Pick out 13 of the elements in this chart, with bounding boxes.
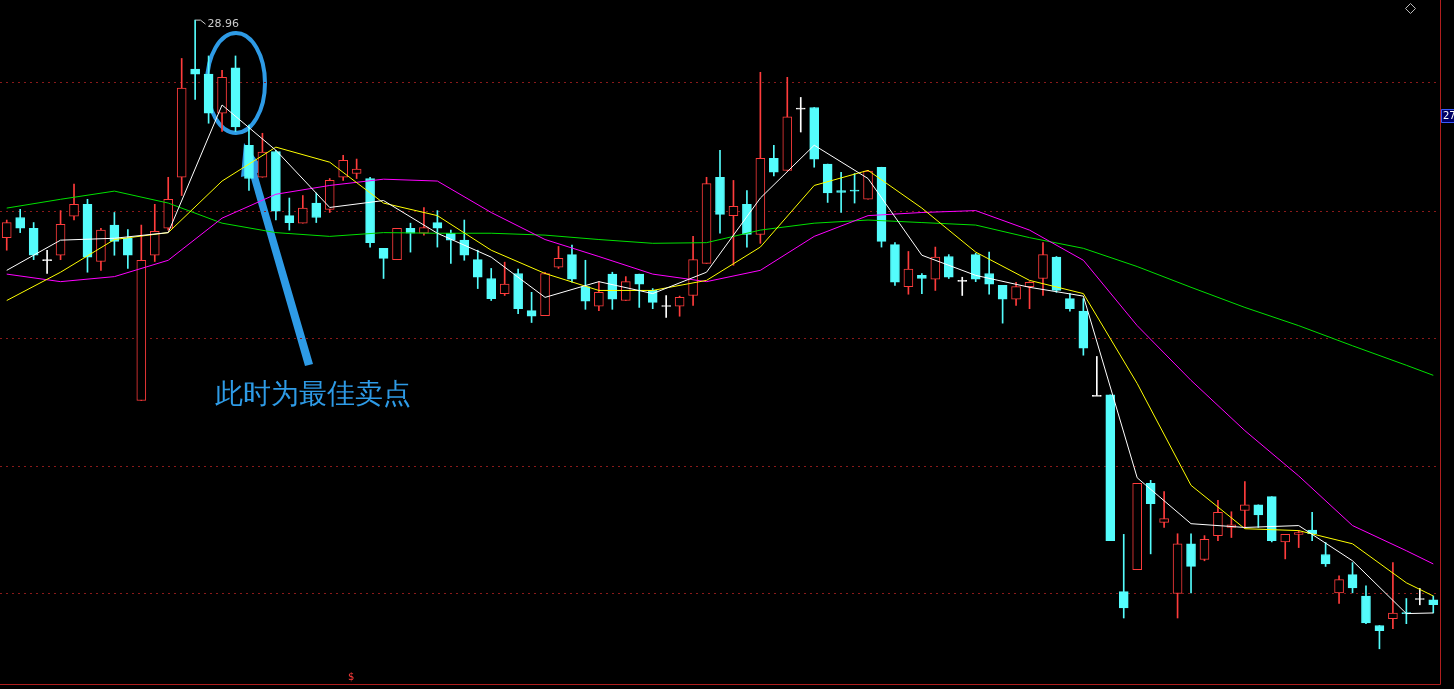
- candlestick: [1293, 530, 1304, 548]
- candlestick: [1388, 562, 1398, 630]
- candlestick: [1118, 534, 1129, 619]
- candlestick: [190, 19, 200, 100]
- candlestick: [917, 273, 927, 294]
- candlestick: [1240, 481, 1250, 528]
- candlestick: [795, 97, 806, 133]
- annotation: 28.96: [207, 16, 239, 30]
- text: 27: [1443, 109, 1454, 121]
- candlestick: [1159, 491, 1169, 528]
- text: $: [348, 671, 355, 682]
- candlestick: [836, 171, 846, 213]
- annotation: 此时为最佳卖点: [215, 377, 411, 410]
